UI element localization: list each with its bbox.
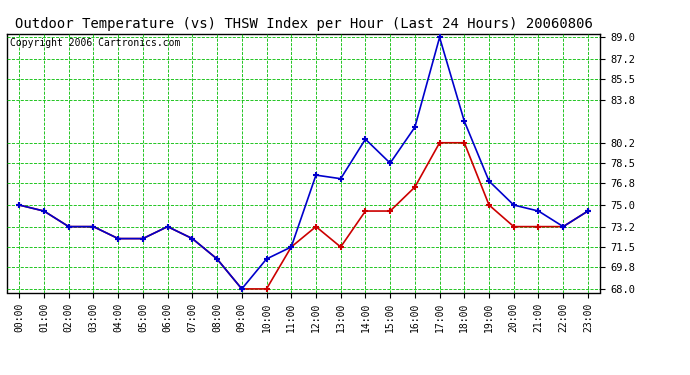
Text: Copyright 2006 Cartronics.com: Copyright 2006 Cartronics.com xyxy=(10,38,180,48)
Title: Outdoor Temperature (vs) THSW Index per Hour (Last 24 Hours) 20060806: Outdoor Temperature (vs) THSW Index per … xyxy=(14,17,593,31)
